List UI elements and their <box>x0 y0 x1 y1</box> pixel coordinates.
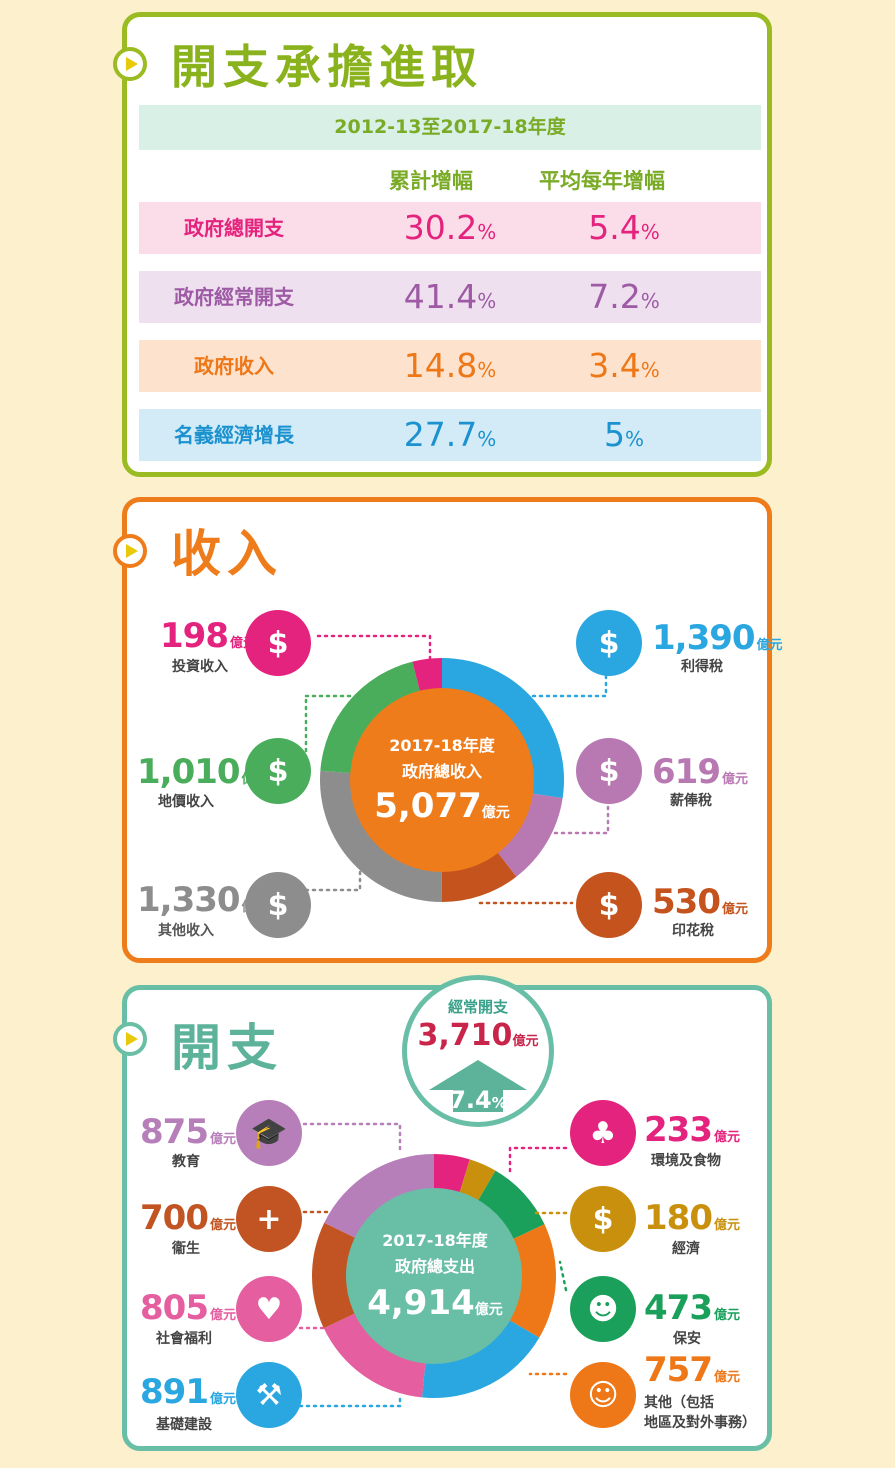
stamp-icon: $ <box>576 872 642 938</box>
security-label: 保安 <box>673 1331 701 1347</box>
police-icon: ☻ <box>570 1276 636 1342</box>
medical-kit-icon: + <box>236 1186 302 1252</box>
connector-line <box>316 634 432 662</box>
welfare-label: 社會福利 <box>156 1331 212 1347</box>
invest-label: 投資收入 <box>172 659 228 675</box>
security-value: 473 億元 <box>644 1288 740 1328</box>
connector-line <box>553 798 610 835</box>
connector-line <box>298 1392 402 1408</box>
growth-panel: 開支承擔進取 2012-13至2017-18年度 累計增幅 平均每年增幅 政府總… <box>113 12 772 477</box>
edu-label: 教育 <box>172 1154 200 1170</box>
expenditure-center-disc <box>346 1188 522 1364</box>
arrow-icon <box>113 47 147 81</box>
row-label: 政府總開支 <box>184 216 284 240</box>
salary-person-icon: $ <box>576 738 642 804</box>
profits-label: 利得稅 <box>681 659 723 675</box>
invest-value: 198 億元 <box>160 616 256 656</box>
econ-label: 經濟 <box>672 1241 700 1257</box>
up-arrow-icon <box>429 1060 527 1112</box>
expenditure-center-year: 2017-18年度 <box>382 1231 488 1250</box>
col-cumulative-header: 累計增幅 <box>389 169 473 193</box>
period-banner: 2012-13至2017-18年度 <box>139 105 761 150</box>
other-label: 其他收入 <box>158 923 214 939</box>
excavator-icon: ⚒ <box>236 1362 302 1428</box>
edu-value: 875 億元 <box>140 1112 236 1152</box>
others-label: 其他（包括 地區及對外事務） <box>644 1395 756 1431</box>
land-value: 1,010 億元 <box>137 752 268 792</box>
connector-line <box>302 1122 402 1152</box>
connector-line <box>304 858 362 892</box>
row-cumulative: 41.4% <box>403 277 497 316</box>
row-label: 名義經濟增長 <box>174 423 294 447</box>
growth-title: 開支承擔進取 <box>171 40 483 94</box>
revenue-center-label: 政府總收入 <box>401 762 482 781</box>
row-cumulative: 14.8% <box>403 346 497 385</box>
tree-food-icon: ♣ <box>570 1100 636 1166</box>
land-label: 地價收入 <box>158 794 214 810</box>
others-value: 757 億元 <box>644 1350 740 1390</box>
row-average: 7.2% <box>588 277 660 316</box>
salaries-value: 619 億元 <box>652 752 748 792</box>
env-value: 233 億元 <box>644 1110 740 1150</box>
expenditure-title: 開支 <box>171 1019 283 1077</box>
recurrent-growth-pct: % <box>491 1094 507 1112</box>
coins-icon: $ <box>570 1186 636 1252</box>
econ-value: 180 億元 <box>644 1198 740 1238</box>
row-average: 5% <box>603 415 644 454</box>
people-icon: ☺ <box>570 1362 636 1428</box>
connector-line <box>558 1260 568 1292</box>
stamp-label: 印花稅 <box>672 923 714 939</box>
expenditure-center: 2017-18年度 政府總支出 4,914億元 <box>345 1227 525 1323</box>
connector-line <box>528 660 608 698</box>
arrow-icon <box>113 534 147 568</box>
revenue-center-value: 5,077 <box>374 786 482 826</box>
land-icon: $ <box>245 738 311 804</box>
recurrent-label: 經常開支 <box>447 998 508 1016</box>
salaries-label: 薪俸稅 <box>670 793 712 809</box>
graduation-cap-icon: 🎓 <box>236 1100 302 1166</box>
arrow-icon <box>113 1022 147 1056</box>
expenditure-center-unit: 億元 <box>474 1302 503 1318</box>
recurrent-unit: 億元 <box>512 1034 539 1049</box>
recurrent-growth: 7.4 <box>449 1086 492 1114</box>
heart-hand-icon: ♥ <box>236 1276 302 1342</box>
recurrent-value: 3,710 <box>417 1018 513 1053</box>
other-value: 1,330 億元 <box>137 880 268 920</box>
infra-label: 基礎建設 <box>156 1417 212 1433</box>
growth-row: 政府經常開支 41.4% 7.2% <box>139 271 761 323</box>
expenditure-center-value: 4,914 <box>367 1283 475 1323</box>
row-average: 3.4% <box>588 346 660 385</box>
revenue-center-unit: 億元 <box>481 805 510 821</box>
row-cumulative: 27.7% <box>403 415 497 454</box>
row-label: 政府收入 <box>194 354 274 378</box>
investment-icon: $ <box>245 610 311 676</box>
row-cumulative: 30.2% <box>403 208 497 247</box>
growth-row: 政府收入 14.8% 3.4% <box>139 340 761 392</box>
growth-row: 名義經濟增長 27.7% 5% <box>139 409 761 461</box>
row-label: 政府經常開支 <box>174 285 294 309</box>
revenue-center-disc <box>350 688 534 872</box>
health-label: 衞生 <box>172 1241 200 1257</box>
profits-value: 1,390 億元 <box>652 618 783 658</box>
expenditure-center-label: 政府總支出 <box>394 1257 475 1276</box>
moneybag-icon: $ <box>245 872 311 938</box>
row-average: 5.4% <box>588 208 660 247</box>
health-value: 700 億元 <box>140 1198 236 1238</box>
recurrent-badge: 經常開支 3,710億元 7.4% <box>402 975 554 1127</box>
connector-line <box>508 1146 568 1178</box>
revenue-center-year: 2017-18年度 <box>389 736 495 755</box>
revenue-title: 收入 <box>171 525 283 583</box>
profits-chart-icon: $ <box>576 610 642 676</box>
revenue-center: 2017-18年度 政府總收入 5,077億元 <box>352 732 532 826</box>
welfare-value: 805 億元 <box>140 1288 236 1328</box>
env-label: 環境及食物 <box>651 1153 721 1169</box>
infra-value: 891 億元 <box>140 1372 236 1412</box>
growth-row: 政府總開支 30.2% 5.4% <box>139 202 761 254</box>
stamp-value: 530 億元 <box>652 882 748 922</box>
col-average-header: 平均每年增幅 <box>539 169 665 193</box>
